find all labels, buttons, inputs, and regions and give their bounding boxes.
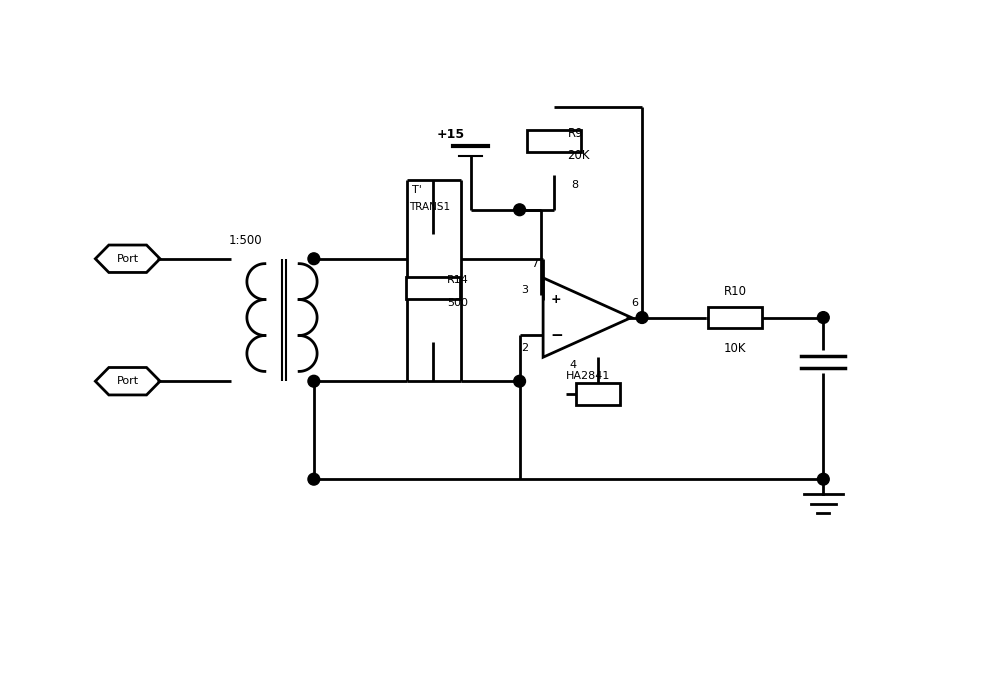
Text: Port: Port	[117, 254, 139, 264]
Circle shape	[514, 375, 525, 387]
Text: 3: 3	[521, 285, 528, 295]
Text: 20K: 20K	[568, 149, 590, 162]
Text: Port: Port	[117, 376, 139, 386]
Text: 6: 6	[631, 297, 638, 308]
Text: +: +	[551, 293, 562, 306]
Text: TRANS1: TRANS1	[409, 202, 450, 212]
Text: 500: 500	[447, 298, 468, 308]
Text: −: −	[550, 328, 563, 343]
Circle shape	[308, 473, 320, 485]
Text: 1:500: 1:500	[228, 234, 262, 247]
Text: R10: R10	[724, 285, 747, 298]
Text: R9: R9	[568, 127, 583, 140]
Text: -15: -15	[583, 391, 601, 401]
Text: T': T'	[412, 185, 422, 195]
Text: 2: 2	[521, 343, 528, 353]
Circle shape	[514, 204, 525, 216]
Circle shape	[817, 312, 829, 324]
Bar	[576, 383, 620, 405]
Text: +15: +15	[436, 128, 464, 141]
Text: 10K: 10K	[724, 342, 746, 355]
Circle shape	[636, 312, 648, 324]
Text: 7: 7	[531, 258, 538, 269]
Text: HA2841: HA2841	[566, 372, 610, 381]
Text: R14: R14	[447, 275, 469, 285]
Bar	[406, 278, 460, 299]
Circle shape	[308, 375, 320, 387]
Circle shape	[817, 473, 829, 485]
Text: 8: 8	[572, 181, 579, 190]
Bar	[708, 307, 762, 328]
Text: 4: 4	[570, 360, 577, 370]
Bar	[527, 131, 581, 152]
Circle shape	[308, 253, 320, 264]
